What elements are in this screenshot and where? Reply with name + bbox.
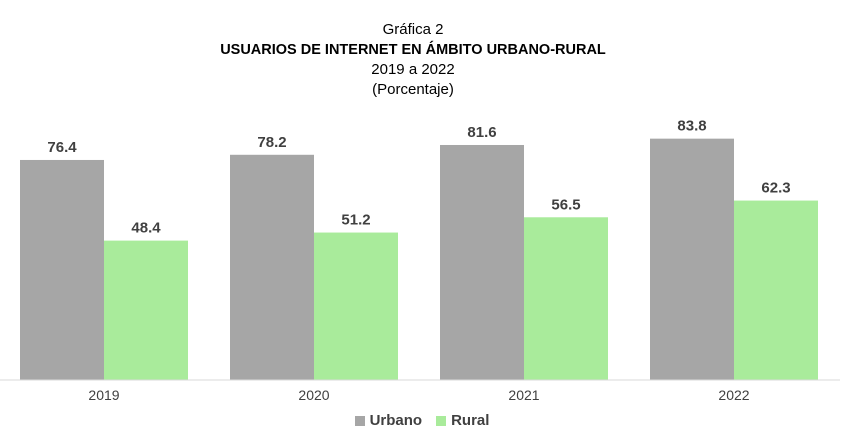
- data-label-urbano-2019: 76.4: [47, 139, 77, 156]
- data-label-rural-2019: 48.4: [131, 220, 161, 237]
- x-tick-label-2022: 2022: [718, 387, 749, 403]
- legend-item-rural: Rural: [436, 412, 489, 429]
- data-label-urbano-2020: 78.2: [257, 134, 286, 151]
- data-label-rural-2020: 51.2: [341, 212, 370, 229]
- chart-title-block: Gráfica 2 USUARIOS DE INTERNET EN ÁMBITO…: [0, 20, 826, 100]
- data-label-rural-2021: 56.5: [551, 196, 580, 213]
- bar-rural-2019: [104, 240, 188, 380]
- chart-title: USUARIOS DE INTERNET EN ÁMBITO URBANO-RU…: [220, 42, 606, 58]
- legend-swatch-urbano: [354, 415, 365, 426]
- bar-urbano-2019: [20, 159, 104, 380]
- chart-period: 2019 a 2022: [371, 61, 455, 78]
- bar-rural-2020: [314, 232, 398, 380]
- bar-urbano-2020: [230, 154, 314, 380]
- legend-swatch-rural: [436, 415, 447, 426]
- data-label-rural-2022: 62.3: [761, 180, 790, 197]
- data-label-urbano-2021: 81.6: [467, 124, 496, 141]
- legend: Urbano Rural: [0, 412, 844, 429]
- bar-rural-2021: [524, 217, 608, 380]
- bar-urbano-2021: [440, 144, 524, 380]
- chart-unit: (Porcentaje): [372, 81, 454, 98]
- legend-label-urbano: Urbano: [369, 412, 423, 429]
- x-tick-label-2019: 2019: [88, 387, 119, 403]
- data-label-urbano-2022: 83.8: [677, 118, 706, 135]
- legend-label-rural: Rural: [451, 412, 490, 429]
- x-tick-label-2020: 2020: [298, 387, 329, 403]
- bar-rural-2022: [734, 200, 818, 380]
- legend-item-urbano: Urbano: [354, 412, 423, 429]
- bar-urbano-2022: [650, 138, 734, 380]
- chart-caption: Gráfica 2: [382, 21, 444, 38]
- x-tick-label-2021: 2021: [508, 387, 539, 403]
